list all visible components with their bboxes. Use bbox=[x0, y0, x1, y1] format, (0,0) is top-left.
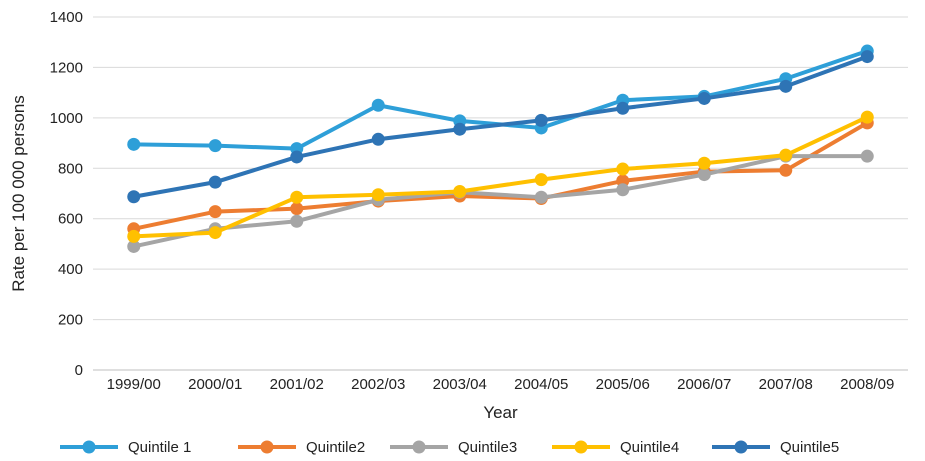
legend-swatch-marker bbox=[734, 440, 748, 454]
data-point bbox=[290, 202, 304, 216]
data-point bbox=[534, 190, 548, 204]
series-group bbox=[127, 44, 874, 253]
y-axis-title: Rate per 100 000 persons bbox=[9, 95, 28, 292]
y-tick-label: 0 bbox=[75, 362, 83, 379]
y-tick-label: 800 bbox=[58, 160, 83, 177]
data-point bbox=[290, 190, 304, 204]
x-tick-label: 2002/03 bbox=[351, 376, 405, 393]
x-tick-label: 2004/05 bbox=[514, 376, 568, 393]
data-point bbox=[127, 137, 141, 151]
x-tick-label: 2000/01 bbox=[188, 376, 242, 393]
legend-item-1: Quintile 1 bbox=[60, 439, 191, 456]
x-tick-label: 2007/08 bbox=[759, 376, 813, 393]
legend-label: Quintile3 bbox=[458, 439, 517, 456]
series-5 bbox=[127, 50, 874, 204]
data-point bbox=[779, 163, 793, 177]
data-point bbox=[616, 162, 630, 176]
data-point bbox=[534, 113, 548, 127]
data-point bbox=[371, 188, 385, 202]
y-tick-label: 1200 bbox=[50, 59, 83, 76]
x-tick-label: 2008/09 bbox=[840, 376, 894, 393]
data-point bbox=[697, 156, 711, 170]
data-point bbox=[127, 229, 141, 243]
data-point bbox=[127, 239, 141, 253]
data-point bbox=[860, 149, 874, 163]
data-point bbox=[860, 110, 874, 124]
data-point bbox=[453, 122, 467, 136]
x-tick-label: 1999/00 bbox=[107, 376, 161, 393]
legend-item-3: Quintile3 bbox=[390, 439, 517, 456]
legend-swatch-marker bbox=[574, 440, 588, 454]
data-point bbox=[290, 214, 304, 228]
y-tick-label: 1400 bbox=[50, 9, 83, 26]
series-3 bbox=[127, 149, 874, 253]
legend-item-2: Quintile2 bbox=[238, 439, 365, 456]
data-point bbox=[697, 91, 711, 105]
data-point bbox=[697, 168, 711, 182]
data-point bbox=[208, 205, 222, 219]
data-point bbox=[534, 173, 548, 187]
series-4 bbox=[127, 110, 874, 243]
series-line bbox=[131, 49, 870, 151]
data-point bbox=[860, 50, 874, 64]
data-point bbox=[616, 101, 630, 115]
legend-swatch-marker bbox=[82, 440, 96, 454]
x-tick-label: 2005/06 bbox=[596, 376, 650, 393]
data-point bbox=[616, 183, 630, 197]
series-line bbox=[131, 120, 870, 231]
series-line bbox=[131, 54, 870, 199]
data-point bbox=[127, 190, 141, 204]
y-tick-label: 1000 bbox=[50, 110, 83, 127]
data-point bbox=[371, 132, 385, 146]
series-line bbox=[131, 115, 870, 239]
data-point bbox=[453, 184, 467, 198]
y-tick-label: 600 bbox=[58, 211, 83, 228]
data-point bbox=[208, 175, 222, 189]
legend-swatch-marker bbox=[260, 440, 274, 454]
y-axis-ticks: 0 200 400 600 800 1000 1200 1400 bbox=[50, 9, 83, 379]
series-1 bbox=[127, 44, 874, 156]
data-point bbox=[779, 79, 793, 93]
x-tick-label: 2001/02 bbox=[270, 376, 324, 393]
y-tick-label: 200 bbox=[58, 312, 83, 329]
legend-item-4: Quintile4 bbox=[552, 439, 679, 456]
y-tick-label: 400 bbox=[58, 261, 83, 278]
data-point bbox=[208, 226, 222, 240]
data-point bbox=[371, 98, 385, 112]
data-point bbox=[290, 150, 304, 164]
data-point bbox=[208, 139, 222, 153]
series-line bbox=[131, 154, 870, 249]
x-tick-label: 2003/04 bbox=[433, 376, 487, 393]
legend-item-5: Quintile5 bbox=[712, 439, 839, 456]
data-point bbox=[779, 148, 793, 162]
legend-label: Quintile4 bbox=[620, 439, 679, 456]
x-axis-ticks: 1999/00 2000/01 2001/02 2002/03 2003/04 2004/… bbox=[107, 376, 895, 393]
legend-label: Quintile2 bbox=[306, 439, 365, 456]
legend-swatch-marker bbox=[412, 440, 426, 454]
x-axis-title: Year bbox=[483, 403, 518, 422]
legend-label: Quintile 1 bbox=[128, 439, 191, 456]
legend-label: Quintile5 bbox=[780, 439, 839, 456]
x-tick-label: 2006/07 bbox=[677, 376, 731, 393]
legend: Quintile 1 Quintile2 Quintile3 Quintile4 Qui… bbox=[60, 439, 839, 456]
gridlines bbox=[93, 16, 908, 321]
